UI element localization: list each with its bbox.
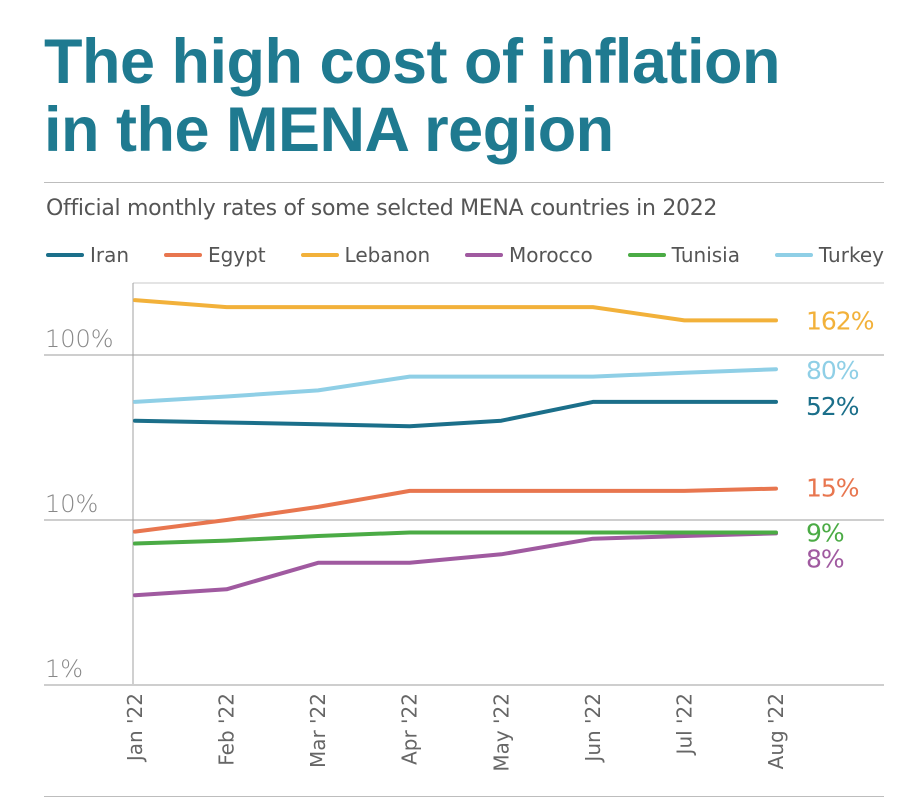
- legend-label-tunisia: Tunisia: [671, 243, 740, 267]
- series-line-lebanon: [133, 298, 778, 323]
- chart-subtitle: Official monthly rates of some selcted M…: [46, 196, 718, 221]
- bottom-divider: [44, 796, 884, 797]
- end-label-morocco: 8%: [806, 544, 844, 573]
- legend-item-tunisia: Tunisia: [627, 243, 740, 267]
- x-tick-label-mar-22: Mar '22: [306, 693, 330, 768]
- legend-item-lebanon: Lebanon: [300, 243, 431, 267]
- end-label-egypt: 15%: [806, 474, 859, 503]
- legend-item-turkey: Turkey: [774, 243, 884, 267]
- legend-label-egypt: Egypt: [207, 243, 266, 267]
- y-tick-label-1: 1%: [45, 655, 83, 683]
- title-line-2: in the MENA region: [44, 95, 614, 165]
- title-line-1: The high cost of inflation: [44, 27, 780, 97]
- x-tick-label-may-22: May '22: [489, 693, 513, 772]
- legend-swatch-morocco: [465, 253, 504, 257]
- series-line-turkey: [133, 367, 778, 404]
- y-tick-label-10: 10%: [45, 490, 98, 518]
- legend-label-turkey: Turkey: [818, 243, 884, 267]
- series-line-egypt: [133, 486, 778, 534]
- end-label-tunisia: 9%: [806, 518, 844, 547]
- legend-item-egypt: Egypt: [163, 243, 266, 267]
- x-tick-label-jun-22: Jun '22: [581, 693, 605, 764]
- end-label-iran: 52%: [806, 392, 859, 421]
- x-tick-label-aug-22: Aug '22: [764, 693, 788, 769]
- y-tick-label-100: 100%: [45, 325, 114, 353]
- end-label-turkey: 80%: [806, 356, 859, 385]
- legend-swatch-egypt: [163, 253, 202, 257]
- legend-swatch-turkey: [774, 253, 813, 257]
- legend-item-iran: Iran: [46, 243, 129, 267]
- legend-item-morocco: Morocco: [465, 243, 593, 267]
- legend-label-lebanon: Lebanon: [344, 243, 431, 267]
- x-tick-label-jul-22: Jul '22: [672, 693, 696, 756]
- x-tick-label-jan-22: Jan '22: [123, 693, 147, 763]
- x-tick-label-feb-22: Feb '22: [215, 693, 239, 766]
- series-line-morocco: [133, 531, 778, 598]
- chart-legend: Iran Egypt Lebanon Morocco Tunisia Turkey: [46, 240, 884, 270]
- x-tick-label-apr-22: Apr '22: [398, 693, 422, 765]
- series-line-iran: [133, 399, 778, 429]
- end-label-lebanon: 162%: [806, 306, 874, 335]
- legend-swatch-iran: [46, 253, 84, 257]
- top-divider: [44, 182, 884, 183]
- legend-swatch-lebanon: [300, 253, 339, 257]
- legend-label-morocco: Morocco: [509, 243, 593, 267]
- chart-title: The high cost of inflation in the MENA r…: [44, 28, 884, 164]
- legend-swatch-tunisia: [627, 253, 666, 257]
- legend-label-iran: Iran: [90, 243, 130, 267]
- series-line-tunisia: [133, 530, 778, 546]
